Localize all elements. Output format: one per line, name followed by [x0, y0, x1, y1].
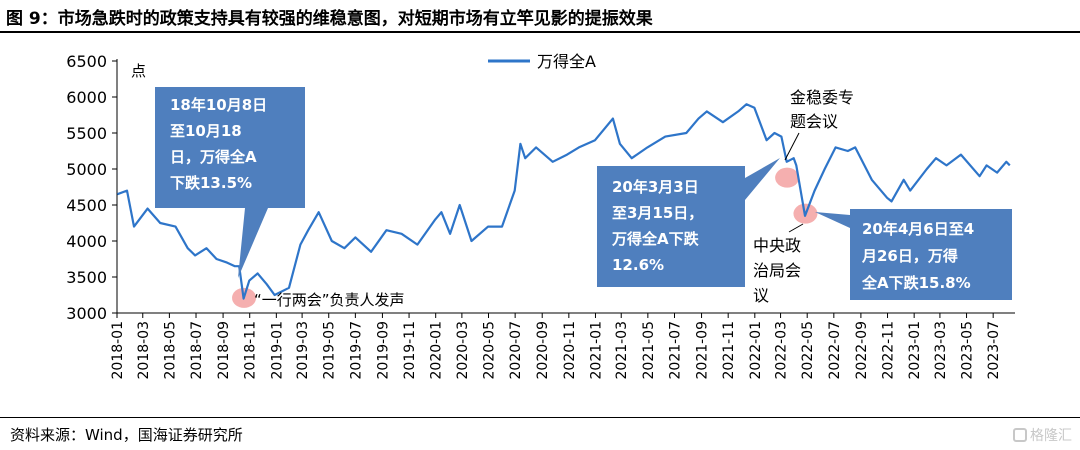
callout-box-2018-drop: [155, 87, 305, 278]
watermark-logo-icon: [1013, 428, 1027, 442]
x-tick-label: 2021-01: [588, 321, 604, 380]
event-label-fsdc-meeting: 题会议: [790, 112, 838, 131]
y-tick-label: 4000: [66, 232, 107, 251]
callout-text-2022-march: 万得全A下跌: [611, 230, 700, 248]
x-tick-label: 2019-09: [375, 321, 391, 380]
y-axis-unit-label: 点: [131, 62, 146, 80]
x-tick-label: 2020-03: [455, 321, 471, 380]
x-tick-label: 2022-01: [748, 321, 764, 380]
x-tick-label: 2023-07: [986, 321, 1002, 380]
x-tick-label: 2019-03: [295, 321, 311, 380]
x-tick-label: 2019-11: [402, 321, 418, 380]
callout-text-2022-april: 20年4月6日至4: [862, 220, 974, 238]
x-tick-label: 2018-07: [189, 321, 205, 380]
watermark: 格隆汇: [1013, 425, 1072, 445]
x-tick-label: 2021-07: [667, 321, 683, 380]
x-tick-label: 2018-05: [162, 321, 178, 380]
y-tick-label: 5000: [66, 160, 107, 179]
title-rule: [0, 31, 1080, 33]
x-tick-label: 2018-11: [243, 321, 259, 380]
series-line-wande-all-a: [117, 103, 1011, 300]
event-leader-line: [784, 132, 800, 161]
x-tick-label: 2023-01: [907, 321, 923, 380]
callout-text-2022-march: 20年3月3日: [612, 178, 699, 196]
y-tick-label: 5500: [66, 124, 107, 143]
x-tick-label: 2019-07: [348, 321, 364, 380]
x-tick-label: 2020-11: [562, 321, 578, 380]
source-rule: [0, 417, 1080, 418]
callout-text-2022-march: 12.6%: [612, 256, 664, 274]
y-tick-label: 3500: [66, 268, 107, 287]
figure-title: 图 9：市场急跌时的政策支持具有较强的维稳意图，对短期市场有立竿见影的提振效果: [6, 9, 653, 29]
x-tick-label: 2018-03: [136, 321, 152, 380]
x-tick-label: 2020-07: [508, 321, 524, 380]
series-layer: [117, 103, 1011, 300]
axes: 3000 3500 4000 4500 5000 5500 6000 6500 点 2018-01…: [66, 52, 1015, 380]
x-tick-label: 2020-09: [535, 321, 551, 380]
x-tick-label: 2019-01: [269, 321, 285, 380]
x-tick-label: 2022-05: [800, 321, 816, 380]
x-tick-label: 2021-03: [614, 321, 630, 380]
x-tick-label: 2022-03: [774, 321, 790, 380]
x-tick-label: 2022-09: [854, 321, 870, 380]
event-leader-line: [788, 223, 804, 233]
source-note: 资料来源：Wind，国海证券研究所: [10, 426, 243, 444]
callout-text-2022-march: 至3月15日，: [612, 204, 703, 222]
callout-text-2022-april: 全A下跌15.8%: [861, 274, 971, 292]
callout-text-2018-drop: 下跌13.5%: [170, 174, 252, 192]
callout-box-2022-april: [815, 209, 1012, 300]
x-tick-label: 2021-09: [695, 321, 711, 380]
legend: 万得全A: [488, 52, 596, 71]
callout-text-2018-drop: 日，万得全A: [170, 148, 257, 166]
x-tick-label: 2018-01: [110, 321, 126, 380]
x-tick-label: 2021-05: [641, 321, 657, 380]
event-label-cbrc-speech: “一行两会”负责人发声: [254, 291, 405, 309]
legend-label: 万得全A: [537, 52, 596, 71]
highlight-marker: [775, 167, 800, 188]
x-tick-label: 2019-05: [322, 321, 338, 380]
event-label-politburo-meeting: 中央政: [753, 236, 801, 255]
callout-text-2018-drop: 至10月18: [170, 122, 242, 140]
x-tick-label: 2020-01: [429, 321, 445, 380]
callout-box-2022-march: [597, 158, 780, 287]
y-tick-label: 6000: [66, 88, 107, 107]
x-tick-label: 2020-05: [482, 321, 498, 380]
event-label-politburo-meeting: 议: [753, 286, 769, 305]
y-tick-label: 6500: [66, 52, 107, 71]
x-tick-label: 2018-09: [216, 321, 232, 380]
x-tick-label: 2023-03: [933, 321, 949, 380]
line-chart: 3000 3500 4000 4500 5000 5500 6000 6500 点 2018-01…: [66, 52, 1015, 380]
event-label-fsdc-meeting: 金稳委专: [790, 88, 854, 107]
event-label-politburo-meeting: 治局会: [753, 261, 801, 280]
x-tick-label: 2021-11: [721, 321, 737, 380]
x-tick-label: 2022-11: [881, 321, 897, 380]
callout-text-2022-april: 月26日，万得: [861, 247, 958, 265]
y-tick-label: 4500: [66, 196, 107, 215]
x-tick-label: 2022-07: [827, 321, 843, 380]
watermark-text: 格隆汇: [1030, 428, 1072, 444]
y-tick-label: 3000: [66, 304, 107, 323]
x-tick-label: 2023-05: [960, 321, 976, 380]
callout-text-2018-drop: 18年10月8日: [170, 96, 267, 114]
